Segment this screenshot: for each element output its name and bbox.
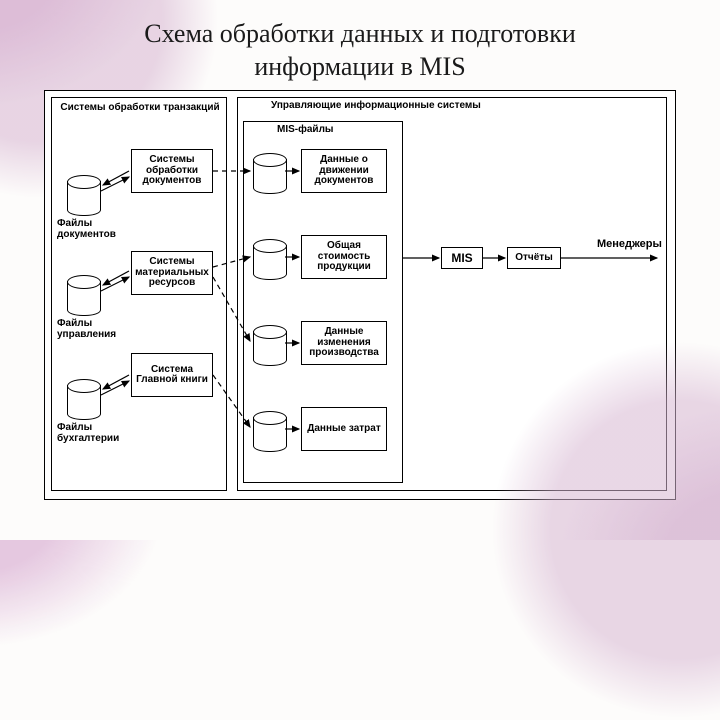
cyl-docs: [67, 175, 99, 215]
cyl-r3: [253, 325, 285, 365]
lbl-managers: Менеджеры: [597, 239, 662, 251]
box-r1: Данные о движении документов: [301, 149, 387, 193]
title-line-1: Схема обработки данных и подготовки: [144, 19, 576, 48]
lbl-acct: Файлы бухгалтерии: [57, 423, 132, 444]
cyl-r2: [253, 239, 285, 279]
title-line-2: информации в MIS: [254, 52, 465, 81]
cyl-r1: [253, 153, 285, 193]
cyl-mgmt: [67, 275, 99, 315]
cyl-r4: [253, 411, 285, 451]
box-reports: Отчёты: [507, 247, 561, 269]
box-matsys: Системы материальных ресурсов: [131, 251, 213, 295]
mis-sub-label: MIS-файлы: [277, 125, 333, 136]
page-title: Схема обработки данных и подготовки инфо…: [0, 18, 720, 83]
box-r3: Данные изменения производства: [301, 321, 387, 365]
box-mis: MIS: [441, 247, 483, 269]
diagram-stage: Системы обработки транзакций Управляющие…: [44, 90, 676, 500]
lbl-mgmt: Файлы управления: [57, 319, 127, 340]
right-header: Управляющие информационные системы: [271, 101, 651, 112]
box-r4: Данные затрат: [301, 407, 387, 451]
lbl-docs: Файлы документов: [57, 219, 127, 240]
box-docsys: Системы обработки документов: [131, 149, 213, 193]
cyl-acct: [67, 379, 99, 419]
box-ledger: Система Главной книги: [131, 353, 213, 397]
box-r2: Общая стоимость продукции: [301, 235, 387, 279]
left-header: Системы обработки транзакций: [59, 103, 221, 114]
